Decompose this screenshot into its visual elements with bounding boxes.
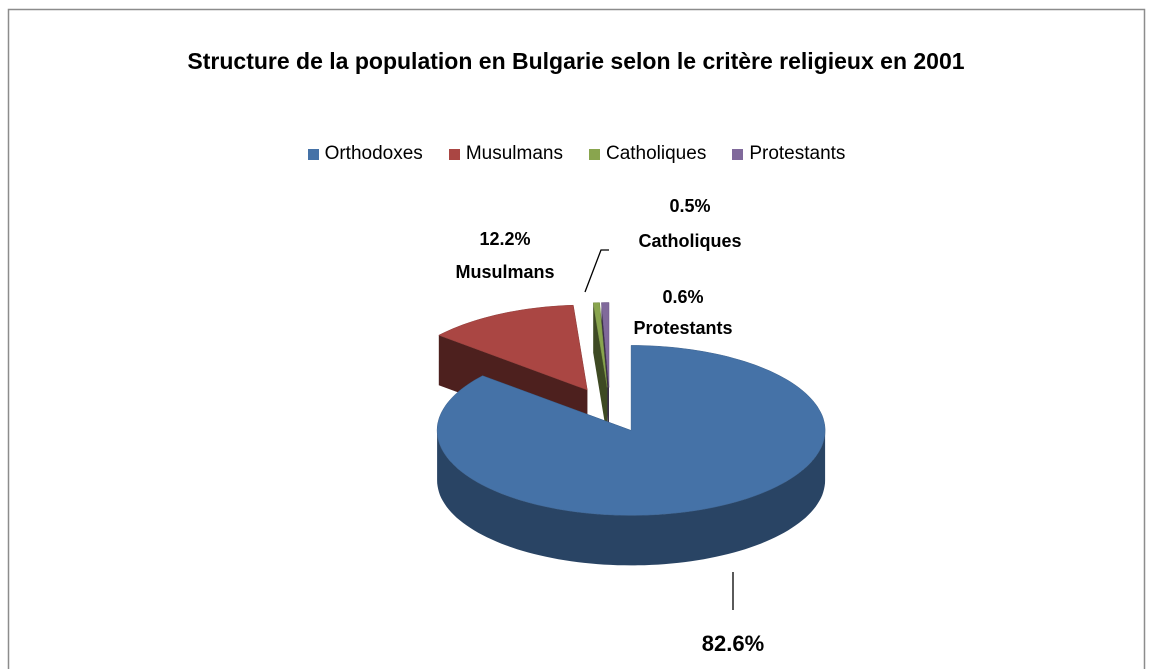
data-label: 0.5% — [669, 196, 710, 216]
legend-item: Protestants — [732, 143, 845, 165]
legend-swatch — [732, 148, 744, 160]
data-label: Catholiques — [638, 231, 741, 251]
legend-label: Orthodoxes — [324, 143, 423, 164]
slice — [592, 302, 608, 388]
data-label: 12.2% — [479, 229, 530, 249]
slice — [438, 304, 588, 391]
legend-item: Catholiques — [588, 143, 707, 165]
data-label: Protestants — [633, 318, 732, 338]
leader-line — [584, 249, 609, 293]
chart-title: Structure de la population en Bulgarie s… — [187, 48, 965, 74]
legend-swatch — [588, 148, 600, 160]
slice-side — [437, 430, 826, 566]
data-label: 82.6% — [702, 631, 764, 656]
legend-item: Musulmans — [448, 143, 563, 165]
data-label: 0.6% — [662, 287, 703, 307]
slice-side — [593, 302, 608, 438]
legend-swatch — [307, 148, 319, 160]
legend-label: Catholiques — [605, 143, 707, 164]
legend-label: Protestants — [749, 143, 846, 164]
legend-swatch — [448, 148, 460, 160]
legend-item: Orthodoxes — [307, 143, 423, 165]
legend-label: Musulmans — [465, 143, 563, 164]
data-label: Musulmans — [455, 262, 554, 282]
chart-border — [7, 8, 1146, 669]
legend: Orthodoxes Musulmans Catholiques Protestant… — [0, 143, 1153, 165]
slice — [436, 345, 826, 516]
slice — [601, 302, 610, 388]
